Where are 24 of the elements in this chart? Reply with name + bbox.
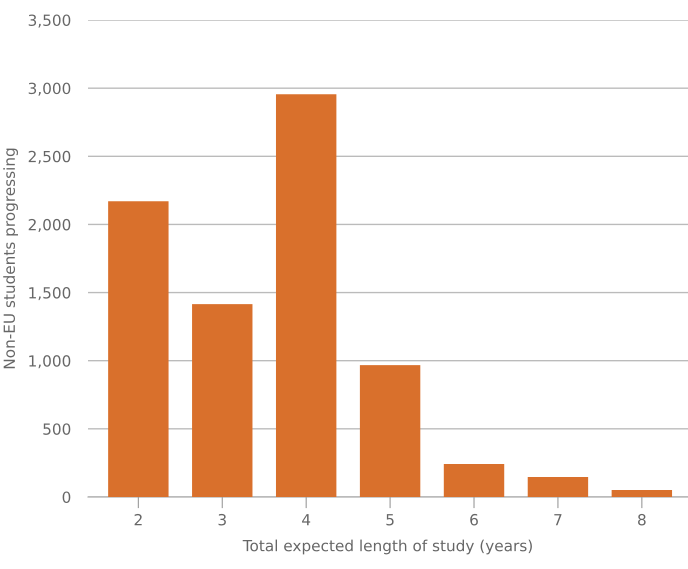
x-tick-label: 7 — [554, 514, 562, 526]
x-tick-label: 3 — [218, 514, 226, 526]
y-tick-label: 1,500 — [29, 287, 70, 300]
y-tick-label: 1,000 — [29, 355, 70, 368]
bar — [612, 490, 672, 497]
x-tick-label: 4 — [302, 514, 310, 526]
x-tick-label: 6 — [470, 514, 478, 526]
y-tick-label: 3,000 — [28, 82, 70, 96]
y-axis-title: Non-EU students progressing — [3, 148, 18, 368]
x-tick-label: 5 — [386, 514, 394, 526]
y-tick-label: 2,500 — [28, 150, 70, 164]
x-axis-title: Total expected length of study (years) — [242, 540, 532, 554]
x-tick-label: 8 — [638, 514, 646, 526]
bar — [108, 201, 169, 497]
y-tick-label: 2,000 — [28, 218, 70, 232]
x-tick-label: 2 — [134, 514, 142, 526]
y-tick-label: 0 — [62, 491, 70, 504]
y-tick-label: 3,500 — [28, 14, 70, 28]
bar — [192, 304, 252, 497]
bar — [360, 365, 420, 497]
bar — [528, 476, 588, 497]
bar — [444, 464, 504, 497]
y-tick-label: 500 — [43, 423, 70, 435]
bar — [276, 94, 336, 497]
